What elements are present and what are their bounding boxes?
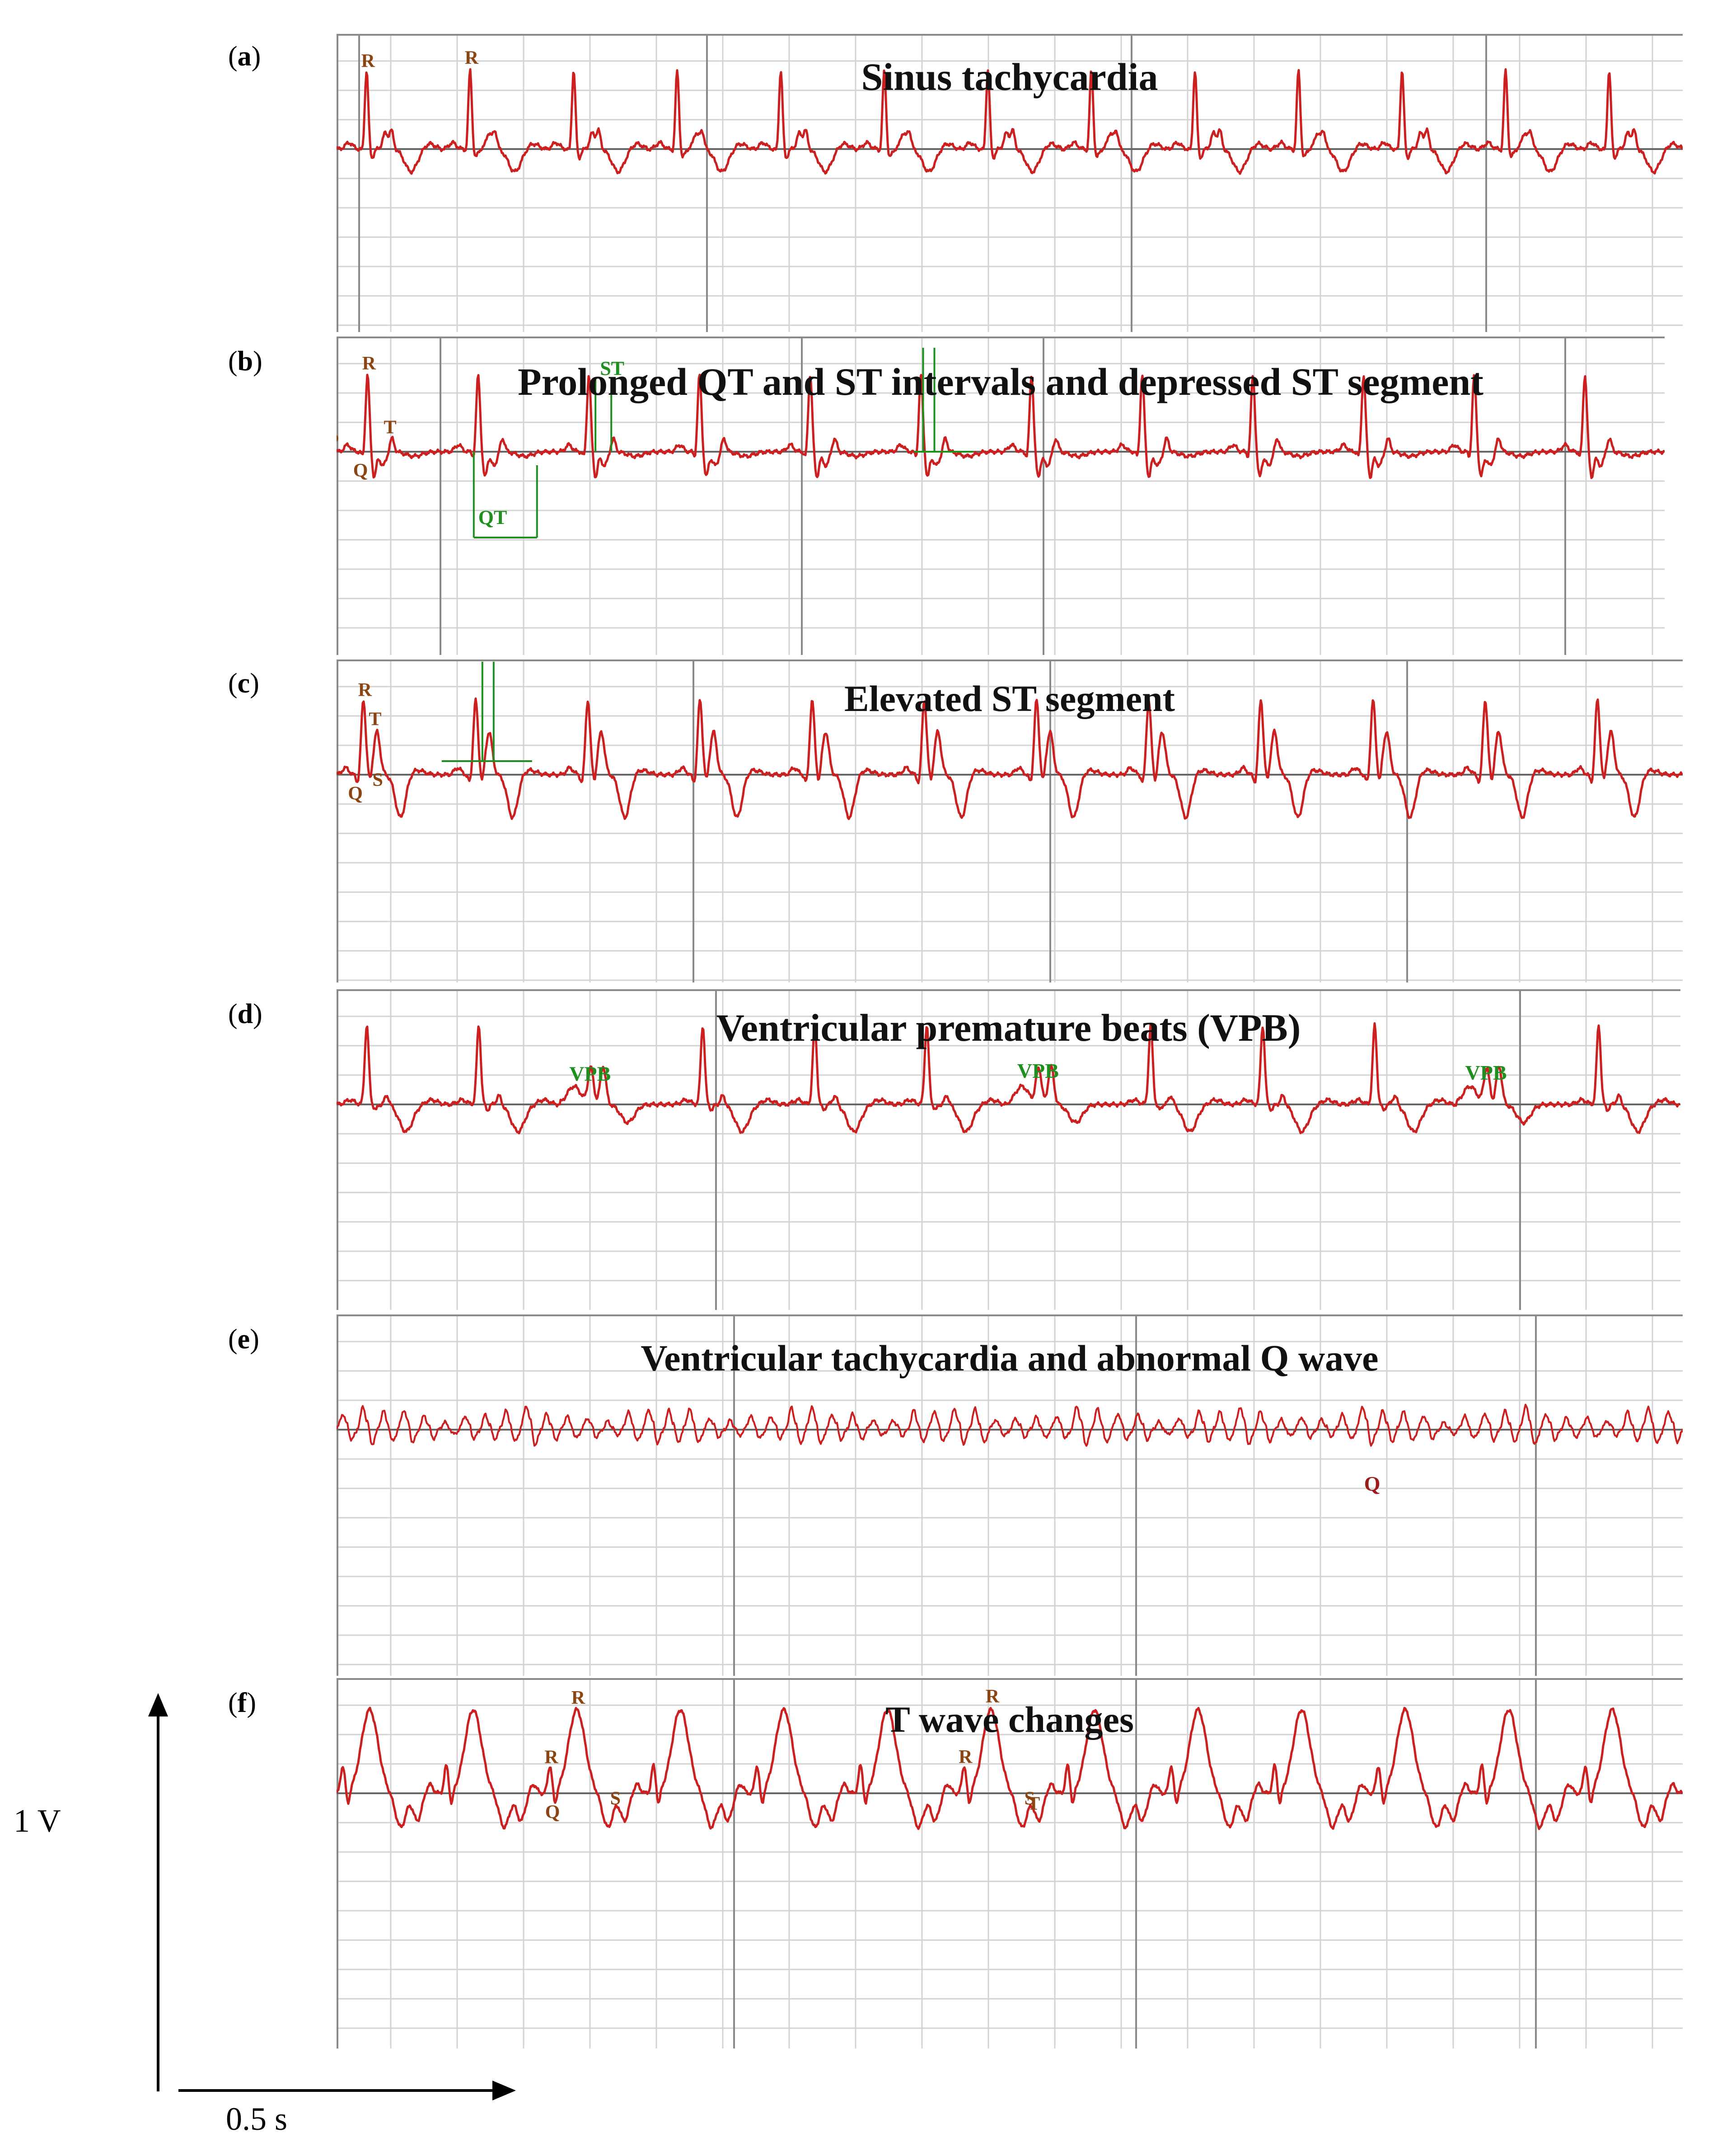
horizontal-scale-label: 0.5 s: [226, 2101, 288, 2137]
grid: [337, 34, 1683, 332]
panel-letter-text: a: [237, 41, 252, 72]
annotation-vpb: VPB: [1465, 1061, 1507, 1084]
ecg-strip-b: RPQTQTSTST segment depressionProlonged Q…: [337, 337, 1665, 655]
panel-letter-text: f: [237, 1688, 247, 1718]
grid: [337, 1314, 1683, 1676]
annotation-r: R: [571, 1688, 585, 1708]
annotation-qvt: Q: [1364, 1472, 1380, 1495]
annotation-rsmall: R: [959, 1747, 973, 1768]
annotation-r: R: [361, 51, 375, 72]
annotation-st: ST: [600, 357, 624, 379]
panel-letter-e: (e): [228, 1324, 259, 1355]
annotation-q: Q: [545, 1802, 560, 1823]
ecg-strip-c: RTPQSST segment elevationElevated ST seg…: [337, 659, 1683, 982]
annotation-q: Q: [348, 783, 363, 804]
ecg-strip-a: R R Sinus tachycardia: [337, 34, 1683, 332]
annotation-vpb: VPB: [569, 1062, 611, 1085]
panel-letter-f: (f): [228, 1688, 256, 1718]
vertical-scale-label: 1 V: [14, 1803, 61, 1839]
panel-letter-text: c: [237, 668, 250, 699]
annotation-t: T: [1027, 1793, 1040, 1814]
ecg-strip-d: VPB VPB VPB Ventricular premature beats (VP…: [337, 989, 1680, 1310]
horizontal-scale-arrowhead: [492, 2081, 516, 2100]
annotation-s: S: [1025, 1788, 1035, 1809]
annotation-t: T: [384, 417, 397, 438]
ecg-trace-f: [337, 1707, 1683, 1830]
ecg-strip-e: Q Ventricular tachycardia and abnormal Q …: [337, 1314, 1683, 1676]
annotation-qt: QT: [478, 506, 507, 528]
annotation-r: R: [358, 680, 372, 701]
ecg-plot: VPB VPB VPB: [337, 989, 1680, 1310]
panel-letter-a: (a): [228, 41, 261, 72]
annotation-rsmall: R: [544, 1747, 558, 1768]
annotation-r: R: [465, 47, 479, 68]
annotation-p: P: [337, 431, 339, 452]
annotation-q: Q: [353, 460, 368, 481]
panel-title-e: Ventricular tachycardia and abnormal Q w…: [641, 1338, 1379, 1379]
panel-title-f: T wave changes: [885, 1699, 1134, 1740]
ecg-trace-c: [337, 697, 1683, 820]
annotation-s: S: [373, 770, 383, 790]
ecg-trace-d: [337, 1022, 1680, 1135]
ecg-plot: Q: [337, 1314, 1683, 1676]
grid: [337, 1678, 1683, 2048]
annotation-r: R: [362, 353, 376, 374]
panel-letter-d: (d): [228, 999, 262, 1029]
panel-letter-text: d: [237, 999, 253, 1029]
ecg-plot: RPQTQTSTST segment depression: [337, 337, 1665, 655]
ecg-trace-e: [337, 1403, 1683, 1447]
annotation-vpb: VPB: [1017, 1059, 1059, 1082]
annotation-s: S: [610, 1788, 621, 1809]
ecg-plot: RTPQSST segment elevation: [337, 659, 1683, 982]
vertical-scale-arrowhead: [148, 1693, 168, 1716]
annotation-r: R: [986, 1686, 1000, 1707]
panel-title-c: Elevated ST segment: [844, 678, 1175, 719]
panel-title-d: Ventricular premature beats (VPB): [716, 1006, 1301, 1049]
panel-letter-c: (c): [228, 668, 259, 699]
annotation-t: T: [369, 709, 381, 730]
ecg-trace-a: [337, 68, 1683, 175]
panel-letter-text: e: [237, 1324, 250, 1355]
ecg-trace-b: [337, 374, 1665, 479]
panel-letter-b: (b): [228, 346, 262, 377]
panel-title-b: Prolonged QT and ST intervals and depres…: [518, 360, 1483, 403]
panel-title-a: Sinus tachycardia: [861, 55, 1158, 98]
panel-letter-text: b: [237, 346, 253, 377]
